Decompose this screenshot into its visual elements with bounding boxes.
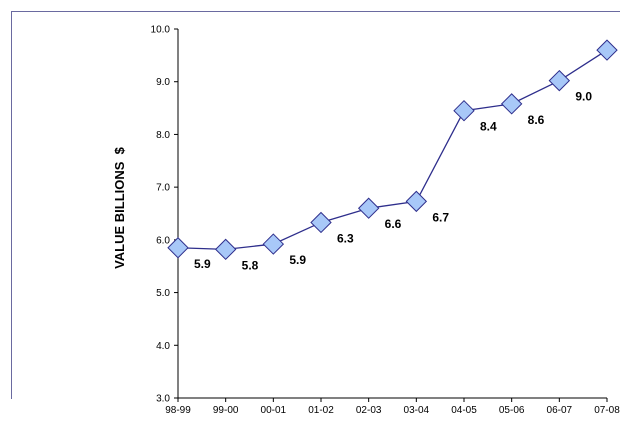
data-label: 9.0: [575, 90, 592, 104]
data-label: 6.7: [432, 210, 449, 224]
data-label: 5.9: [289, 253, 306, 267]
data-point-marker: [262, 233, 285, 255]
y-tick-label: 5.0: [156, 288, 170, 299]
x-tick-label: 05-06: [499, 405, 525, 416]
data-point-marker: [548, 69, 571, 92]
data-point-marker: [214, 238, 237, 261]
x-tick-label: 00-01: [261, 405, 287, 416]
data-point-marker: [167, 237, 189, 259]
data-markers: [167, 39, 618, 261]
data-point-marker: [310, 211, 332, 234]
x-tick-label: 01-02: [308, 405, 334, 416]
x-tick-label: 99-00: [213, 405, 239, 416]
data-labels: 5.95.85.96.36.66.78.48.69.09.6: [194, 90, 592, 273]
x-tick-label: 04-05: [451, 405, 477, 416]
y-tick-label: 4.0: [156, 341, 170, 352]
chart-frame: [11, 11, 620, 399]
x-tick-label: 06-07: [547, 405, 573, 416]
y-tick-label: 7.0: [156, 183, 170, 194]
data-label: 5.9: [194, 257, 211, 271]
x-axis: 98-99 99-00 00-01 01-02 02-03 03-04 04-05 05-06…: [165, 397, 620, 416]
data-label: 5.8: [242, 258, 259, 272]
data-point-marker: [596, 39, 618, 61]
y-tick-label: 3.0: [156, 394, 170, 405]
x-tick-label: 03-04: [404, 405, 430, 416]
x-tick-label: 98-99: [165, 405, 191, 416]
data-point-marker: [405, 190, 428, 213]
series-line: [177, 49, 608, 250]
data-point-marker: [453, 100, 475, 122]
x-tick-label: 07-08: [594, 405, 620, 416]
data-label: 6.6: [385, 217, 402, 231]
data-point-marker: [500, 93, 523, 115]
y-axis-title: VALUE BILLIONS $: [112, 146, 127, 269]
y-axis: 3.0 4.0 5.0 6.0 7.0 8.0 9.0 10.0: [151, 25, 179, 405]
y-tick-label: 9.0: [156, 77, 170, 88]
y-tick-label: 6.0: [156, 235, 170, 246]
y-tick-label: 10.0: [151, 25, 171, 36]
x-tick-label: 02-03: [356, 405, 382, 416]
y-tick-label: 8.0: [156, 130, 170, 141]
series-line-group: [177, 49, 608, 250]
data-label: 8.4: [480, 120, 497, 134]
data-label: 6.3: [337, 231, 354, 245]
data-label: 8.6: [528, 113, 545, 127]
data-point-marker: [357, 197, 380, 219]
